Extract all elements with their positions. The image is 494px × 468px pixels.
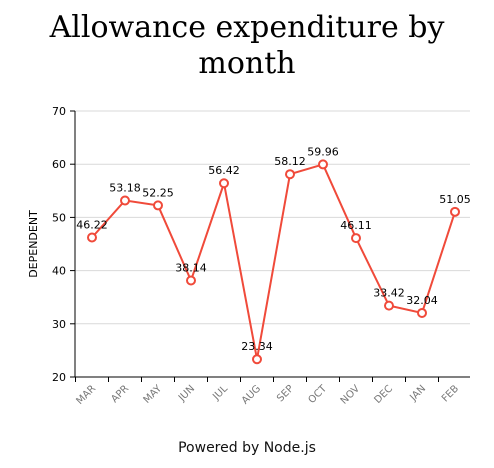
y-tick-label: 50	[52, 211, 66, 224]
y-tick-label: 40	[52, 265, 66, 278]
data-point	[285, 169, 295, 180]
data-point	[153, 200, 163, 211]
data-label: 59.96	[307, 145, 339, 158]
chart-title: Allowance expenditure by month	[0, 10, 494, 82]
data-label: 32.04	[406, 294, 438, 307]
y-tick-label: 60	[52, 158, 66, 171]
data-point	[351, 233, 361, 244]
chart-title-line-1: Allowance expenditure by	[49, 10, 445, 45]
data-point	[384, 300, 394, 311]
x-tick-label: NOV	[339, 383, 362, 406]
footer-credit: Powered by Node.js	[178, 440, 316, 456]
y-tick-label: 70	[52, 105, 66, 118]
chart-title-line-2: month	[198, 46, 296, 81]
data-point	[450, 206, 460, 217]
data-label: 52.25	[142, 186, 174, 199]
data-label: 46.22	[76, 219, 108, 232]
x-tick-label: AUG	[240, 383, 263, 406]
data-point	[186, 275, 196, 286]
x-tick-label: APR	[109, 383, 131, 405]
x-tick-label: JUL	[210, 383, 230, 403]
data-label: 53.18	[109, 181, 141, 194]
data-label: 46.11	[340, 219, 372, 232]
x-tick-label: JUN	[176, 383, 197, 404]
data-point	[318, 159, 328, 170]
data-label: 56.42	[208, 164, 240, 177]
y-tick-label: 30	[52, 318, 66, 331]
x-tick-label: FEB	[440, 383, 461, 404]
x-tick-label: SEP	[275, 383, 296, 404]
x-tick-label: MAY	[142, 383, 165, 406]
data-label: 38.14	[175, 261, 207, 274]
data-label: 51.05	[439, 193, 471, 206]
y-tick-label: 20	[52, 371, 66, 384]
data-label: 33.42	[373, 287, 405, 300]
x-tick-label: JAN	[408, 383, 429, 404]
x-tick-label: DEC	[372, 383, 395, 406]
x-tick-label: MAR	[74, 383, 98, 407]
data-point	[417, 307, 427, 318]
x-tick-label: OCT	[307, 383, 330, 406]
data-label: 58.12	[274, 155, 306, 168]
data-point	[219, 178, 229, 189]
y-axis-label: DEPENDENT	[27, 210, 40, 278]
data-point	[87, 232, 97, 243]
data-point	[120, 195, 130, 206]
series-line	[91, 163, 456, 360]
data-label: 23.34	[241, 340, 273, 353]
data-point	[252, 354, 262, 365]
